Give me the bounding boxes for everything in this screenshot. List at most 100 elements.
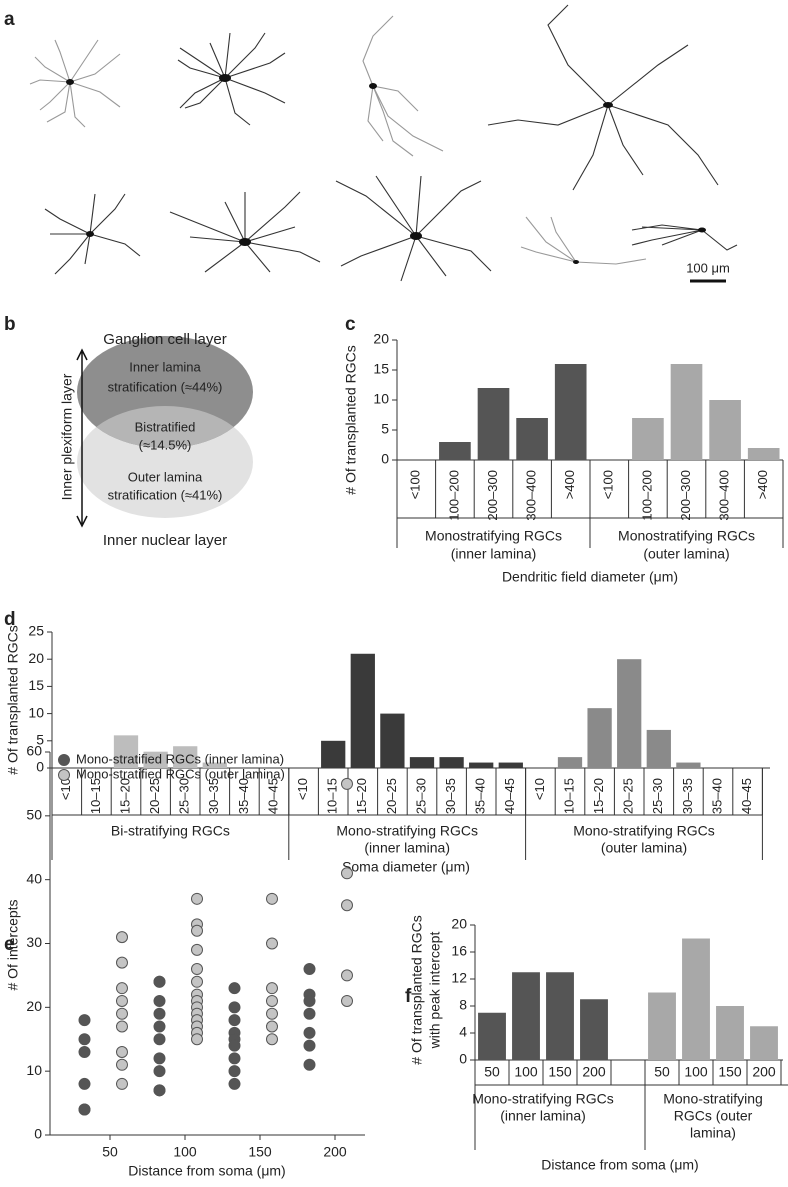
x-axis-label: Soma diameter (μm) [342,859,470,875]
point [191,943,203,956]
point [78,1046,91,1059]
x-tick-label: 35–40 [236,778,251,814]
bar [439,757,464,768]
group-label: (inner lamina) [500,1108,586,1124]
bar [617,659,642,768]
panel-label: e [4,934,15,955]
point [303,963,316,976]
x-tick-label: 200–300 [678,470,693,521]
x-tick-label: 15–20 [117,778,132,814]
y-tick-label: 0 [459,1051,467,1067]
group-label: Mono-stratifying [663,1091,763,1107]
x-tick-label: 20–25 [384,778,399,814]
point [341,969,353,982]
x-tick-label: 50 [484,1064,500,1080]
x-tick-label: >400 [562,470,577,499]
bar [646,729,671,768]
bar [632,418,664,460]
y-tick-label: 25 [28,623,44,639]
point [116,1007,128,1020]
group-label: Mono-stratifying RGCs [472,1091,614,1107]
point [266,892,278,905]
x-tick-label: <10 [58,778,73,800]
x-tick-label: 15–20 [354,778,369,814]
bar [546,972,574,1060]
y-tick-label: 50 [26,807,42,823]
point [341,899,353,912]
bar [676,762,701,768]
panel-label: f [405,986,412,1007]
x-tick-label: 25–30 [650,778,665,814]
x-tick-label: 100 [514,1064,538,1080]
y-tick-label: 20 [28,650,44,666]
bar [648,992,676,1060]
point [153,1033,166,1046]
point [78,1077,91,1090]
x-tick-label: 200–300 [485,470,500,521]
x-tick-label: 30–35 [443,778,458,814]
neuron [631,224,738,251]
point [228,1065,241,1078]
x-tick-label: 300–400 [524,470,539,521]
point [153,1052,166,1065]
point [341,867,353,880]
point [116,956,128,969]
y-tick-label: 15 [28,677,44,693]
neuron [29,39,121,128]
bar [321,740,346,768]
group-label: (inner lamina) [451,546,537,562]
point [303,1058,316,1071]
y-tick-label: 15 [373,361,389,377]
y-tick-label: 10 [28,704,44,720]
point [116,1020,128,1033]
group-label: RGCs (outer [674,1108,753,1124]
point [191,924,203,937]
x-axis-label: Distance from soma (μm) [128,1163,285,1179]
bar [380,713,405,768]
region-label: stratification (≈44%) [108,379,223,394]
x-tick-label: 40–45 [265,778,280,814]
bar [747,448,780,460]
point [228,1052,241,1065]
x-tick-label: 150 [248,1144,272,1160]
point [78,1014,91,1027]
point [116,1046,128,1059]
layer-label: Inner nuclear layer [103,532,227,549]
region-label: Inner lamina [129,359,201,374]
point [228,1001,241,1014]
bar [477,388,510,460]
bar [670,364,703,460]
point [266,1007,278,1020]
point [228,1077,241,1090]
point [303,1007,316,1020]
point [228,1014,241,1027]
neuron [335,175,492,282]
x-tick-label: 25–30 [413,778,428,814]
y-axis-label: with peak intercept [427,932,443,1050]
bar [113,735,139,768]
bar [512,972,540,1060]
x-tick-label: 30–35 [206,778,221,814]
point [266,937,278,950]
x-tick-label: 40–45 [739,778,754,814]
bar [682,938,710,1060]
bar [498,762,523,768]
group-label: Monostratifying RGCs [425,528,562,544]
point [153,1084,166,1097]
neuron [169,191,321,273]
point [341,994,353,1007]
point [266,994,278,1007]
neuron [44,193,141,275]
point [116,1077,128,1090]
legend-label: Mono-stratified RGCs (outer lamina) [76,766,285,781]
x-tick-label: 50 [102,1144,118,1160]
y-tick-label: 20 [373,331,389,347]
x-tick-label: 35–40 [473,778,488,814]
x-tick-label: 20–25 [147,778,162,814]
y-tick-label: 0 [36,759,44,775]
region-label: Bistratified [135,419,196,434]
bar [750,1026,778,1060]
x-tick-label: 10–15 [561,778,576,814]
point [153,1065,166,1078]
x-tick-label: 200 [752,1064,776,1080]
